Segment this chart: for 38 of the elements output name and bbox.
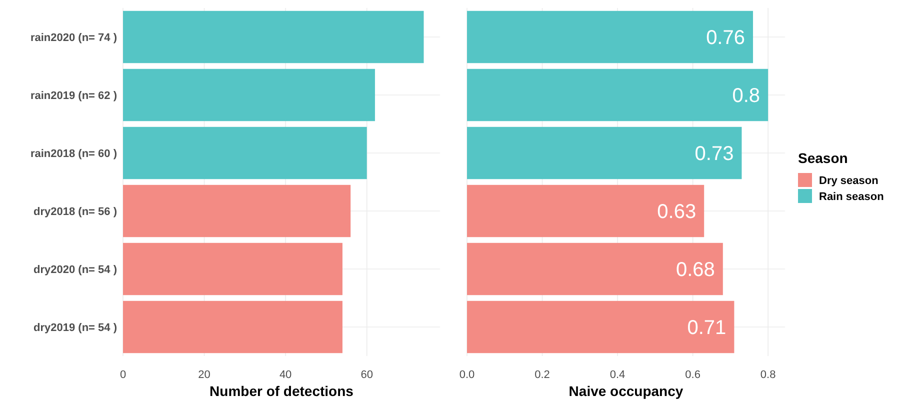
y-tick-label: rain2019 (n= 62 ) <box>30 90 118 102</box>
y-tick-label: rain2018 (n= 60 ) <box>30 148 118 160</box>
data-label: 0.73 <box>694 143 734 165</box>
data-label: 0.63 <box>657 201 696 223</box>
y-tick-label: rain2020 (n= 74 ) <box>30 32 118 44</box>
y-tick-label: dry2018 (n= 56 ) <box>34 206 118 218</box>
x-tick-label: 0.8 <box>760 369 776 381</box>
bar <box>123 242 342 296</box>
x-tick-label: 0 <box>120 369 126 381</box>
x-tick-label: 0.6 <box>685 369 700 381</box>
x-tick-label: 0.4 <box>610 369 626 381</box>
bar <box>123 126 367 180</box>
x-tick-label: 40 <box>279 369 292 381</box>
y-tick-label: dry2020 (n= 54 ) <box>34 264 118 276</box>
x-tick-label: 20 <box>198 369 210 381</box>
bar <box>467 10 754 64</box>
x-axis-title: Number of detections <box>210 383 354 399</box>
bar <box>467 300 734 354</box>
legend-label: Dry season <box>819 174 879 187</box>
bar <box>467 184 704 238</box>
x-tick-label: 0.0 <box>459 369 475 381</box>
bar <box>123 300 342 354</box>
legend-title: Season <box>798 150 848 166</box>
bar <box>123 10 424 64</box>
legend-label: Rain season <box>819 190 884 203</box>
bar <box>123 184 351 238</box>
data-label: 0.68 <box>676 259 715 281</box>
x-tick-label: 60 <box>360 369 373 381</box>
x-tick-label: 0.2 <box>534 369 550 381</box>
data-label: 0.71 <box>687 317 726 339</box>
bar <box>467 126 742 180</box>
bar <box>467 242 723 296</box>
y-tick-label: dry2019 (n= 54 ) <box>34 322 118 334</box>
bar <box>123 68 375 122</box>
bar <box>467 68 768 122</box>
x-axis-title: Naive occupancy <box>568 383 684 399</box>
data-label: 0.8 <box>732 85 760 107</box>
data-label: 0.76 <box>706 27 746 49</box>
